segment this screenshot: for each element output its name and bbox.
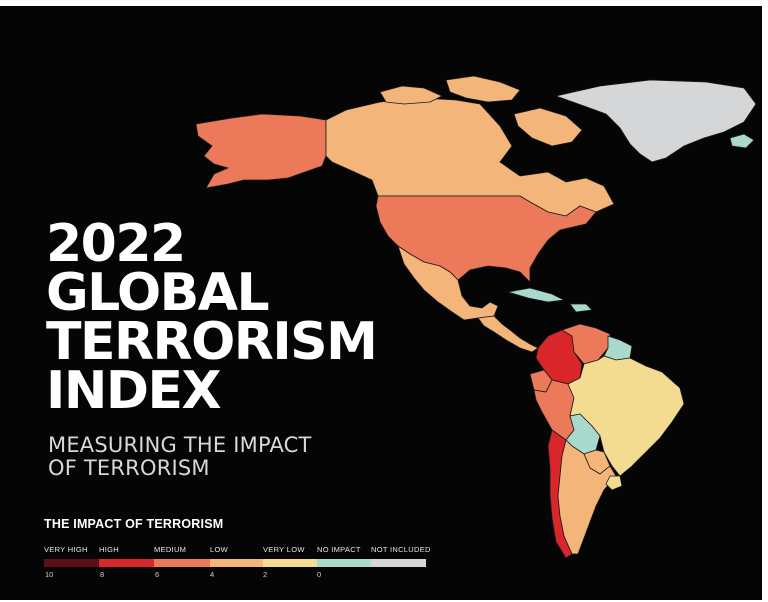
page-title: 2022 GLOBAL TERRORISM INDEX [46,214,378,421]
legend-tick-8: 8 [100,570,105,579]
title-line-index: INDEX [46,361,222,421]
region-venezuela [561,323,611,365]
subtitle-line-1: MEASURING THE IMPACT [48,433,312,457]
region-mexico [397,245,499,321]
title-line-terrorism: TERRORISM [46,312,378,372]
legend-swatch-not-included [371,559,426,567]
legend-title: THE IMPACT OF TERRORISM [44,517,224,531]
legend-ticks: 10 8 6 4 2 0 [44,570,434,582]
subtitle: MEASURING THE IMPACT OF TERRORISM [48,434,312,480]
region-alaska [195,113,327,189]
subtitle-line-2: OF TERRORISM [48,456,210,480]
legend-label-low: LOW [210,545,228,554]
legend-labels: VERY HIGH HIGH MEDIUM LOW VERY LOW NO IM… [44,545,434,557]
region-cuba [507,287,593,313]
region-argentina [557,439,617,555]
legend-swatch-low [210,559,263,567]
legend-swatch-very-low [263,559,317,567]
legend-label-high: HIGH [99,545,119,554]
region-guyana [603,335,633,361]
legend-swatch-medium [154,559,210,567]
legend-label-medium: MEDIUM [154,545,187,554]
region-canada-islands [379,75,631,147]
legend-tick-4: 4 [210,570,215,579]
region-uruguay [605,475,623,491]
region-iceland [729,133,755,149]
legend-swatch-no-impact [317,559,371,567]
legend-tick-2: 2 [263,570,268,579]
region-colombia [535,329,583,385]
legend-tick-6: 6 [155,570,160,579]
legend-label-very-low: VERY LOW [263,545,305,554]
title-line-year: 2022 [46,214,186,274]
legend-swatch-very-high [44,559,99,567]
legend-tick-10: 10 [45,570,54,579]
legend-color-bar [44,559,434,567]
legend-label-very-high: VERY HIGH [44,545,88,554]
region-greenland [554,79,757,163]
legend: THE IMPACT OF TERRORISM VERY HIGH HIGH M… [44,517,434,582]
title-line-global: GLOBAL [46,263,270,323]
map-canvas: 2022 GLOBAL TERRORISM INDEX MEASURING TH… [0,6,762,600]
legend-label-no-impact: NO IMPACT [317,545,361,554]
americas-map [195,75,757,559]
legend-swatch-high [99,559,154,567]
legend-label-not-included: NOT INCLUDED [371,545,431,554]
legend-tick-0: 0 [317,570,322,579]
region-canada [325,97,615,217]
region-central-america [477,315,539,353]
